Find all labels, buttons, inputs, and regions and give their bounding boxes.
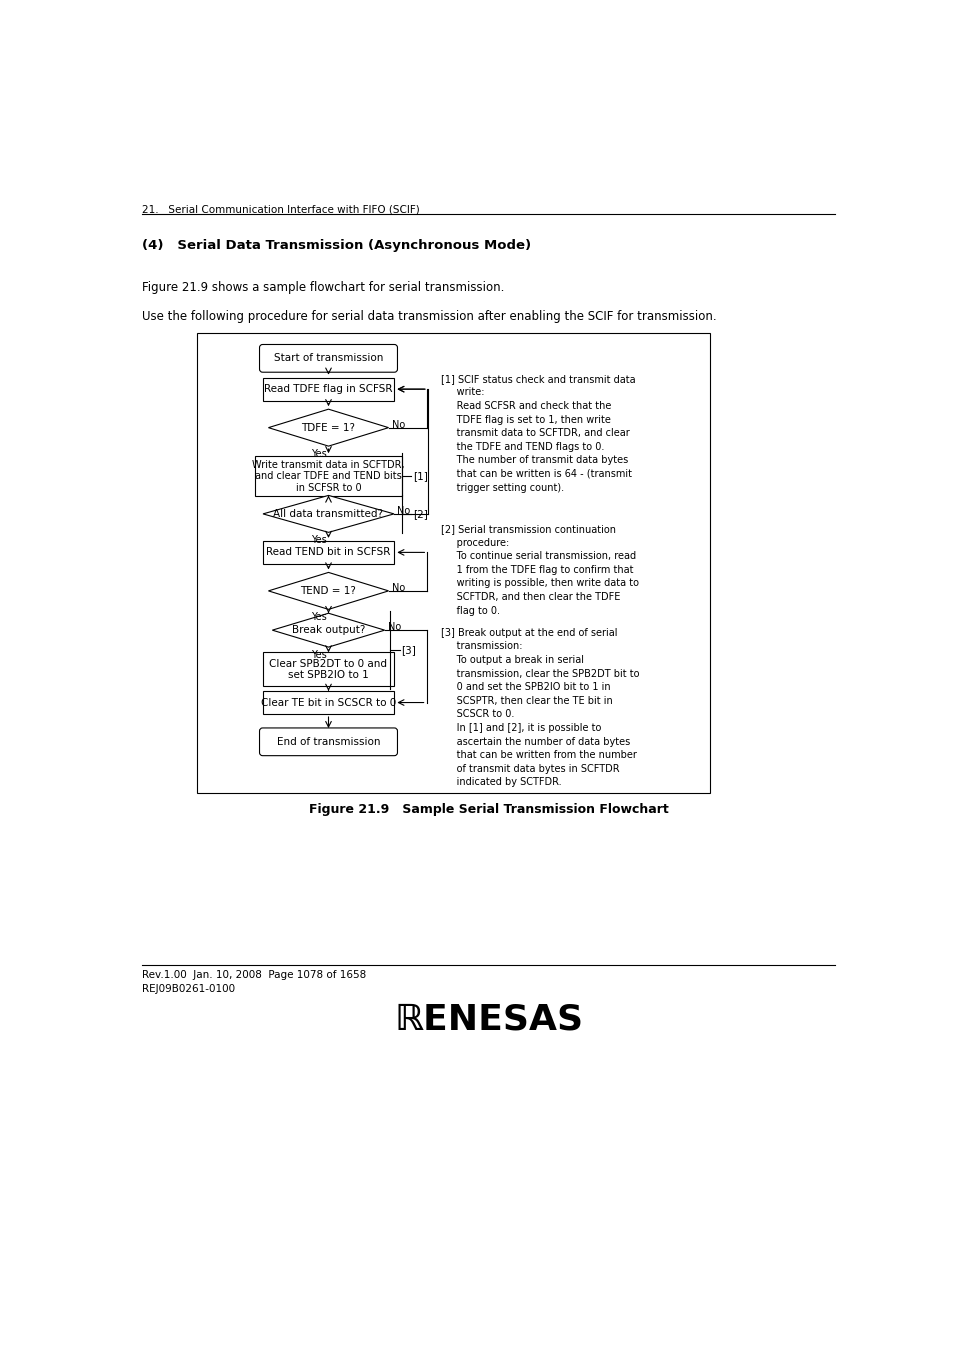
- Text: Read TEND bit in SCFSR: Read TEND bit in SCFSR: [266, 547, 391, 558]
- Text: (4)   Serial Data Transmission (Asynchronous Mode): (4) Serial Data Transmission (Asynchrono…: [142, 239, 531, 252]
- Text: No: No: [392, 583, 404, 593]
- Polygon shape: [268, 409, 388, 446]
- Text: [2] Serial transmission continuation
     procedure:
     To continue serial tra: [2] Serial transmission continuation pro…: [440, 524, 639, 616]
- Text: Clear SPB2DT to 0 and
set SPB2IO to 1: Clear SPB2DT to 0 and set SPB2IO to 1: [269, 659, 387, 680]
- Text: No: No: [396, 506, 410, 516]
- Text: Yes: Yes: [311, 450, 327, 459]
- Text: Read TDFE flag in SCFSR: Read TDFE flag in SCFSR: [264, 385, 393, 394]
- Text: No: No: [392, 420, 404, 429]
- Text: REJ09B0261-0100: REJ09B0261-0100: [142, 984, 235, 995]
- Text: [1] SCIF status check and transmit data
     write:
     Read SCFSR and check th: [1] SCIF status check and transmit data …: [440, 374, 635, 493]
- Text: Yes: Yes: [311, 536, 327, 545]
- FancyBboxPatch shape: [254, 456, 402, 497]
- Text: [3] Break output at the end of serial
     transmission:
     To output a break : [3] Break output at the end of serial tr…: [440, 628, 639, 787]
- FancyBboxPatch shape: [262, 541, 394, 564]
- Text: [2]: [2]: [413, 509, 427, 518]
- Text: Figure 21.9   Sample Serial Transmission Flowchart: Figure 21.9 Sample Serial Transmission F…: [309, 803, 668, 815]
- FancyBboxPatch shape: [262, 652, 394, 686]
- Text: Rev.1.00  Jan. 10, 2008  Page 1078 of 1658: Rev.1.00 Jan. 10, 2008 Page 1078 of 1658: [142, 971, 366, 980]
- Text: Yes: Yes: [311, 613, 327, 622]
- FancyBboxPatch shape: [262, 378, 394, 401]
- Text: Yes: Yes: [311, 651, 327, 660]
- Text: TEND = 1?: TEND = 1?: [300, 586, 356, 595]
- Text: Write transmit data in SCFTDR,
and clear TDFE and TEND bits
in SCFSR to 0: Write transmit data in SCFTDR, and clear…: [252, 459, 404, 493]
- Text: Figure 21.9 shows a sample flowchart for serial transmission.: Figure 21.9 shows a sample flowchart for…: [142, 281, 504, 294]
- Text: All data transmitted?: All data transmitted?: [274, 509, 383, 518]
- FancyBboxPatch shape: [196, 333, 709, 794]
- Text: [1]: [1]: [413, 471, 427, 481]
- Polygon shape: [272, 613, 384, 647]
- Text: End of transmission: End of transmission: [276, 737, 380, 747]
- FancyBboxPatch shape: [259, 728, 397, 756]
- FancyBboxPatch shape: [259, 344, 397, 373]
- Text: Clear TE bit in SCSCR to 0: Clear TE bit in SCSCR to 0: [260, 698, 395, 707]
- Text: 21.   Serial Communication Interface with FIFO (SCIF): 21. Serial Communication Interface with …: [142, 204, 420, 215]
- FancyBboxPatch shape: [262, 691, 394, 714]
- Polygon shape: [263, 495, 394, 532]
- Text: ℝENESAS: ℝENESAS: [394, 1003, 583, 1037]
- Text: TDFE = 1?: TDFE = 1?: [301, 423, 355, 432]
- Text: No: No: [387, 622, 400, 632]
- Text: [3]: [3]: [401, 645, 416, 655]
- Text: Use the following procedure for serial data transmission after enabling the SCIF: Use the following procedure for serial d…: [142, 310, 717, 323]
- Polygon shape: [268, 572, 388, 609]
- Text: Break output?: Break output?: [292, 625, 365, 634]
- Text: Start of transmission: Start of transmission: [274, 354, 383, 363]
